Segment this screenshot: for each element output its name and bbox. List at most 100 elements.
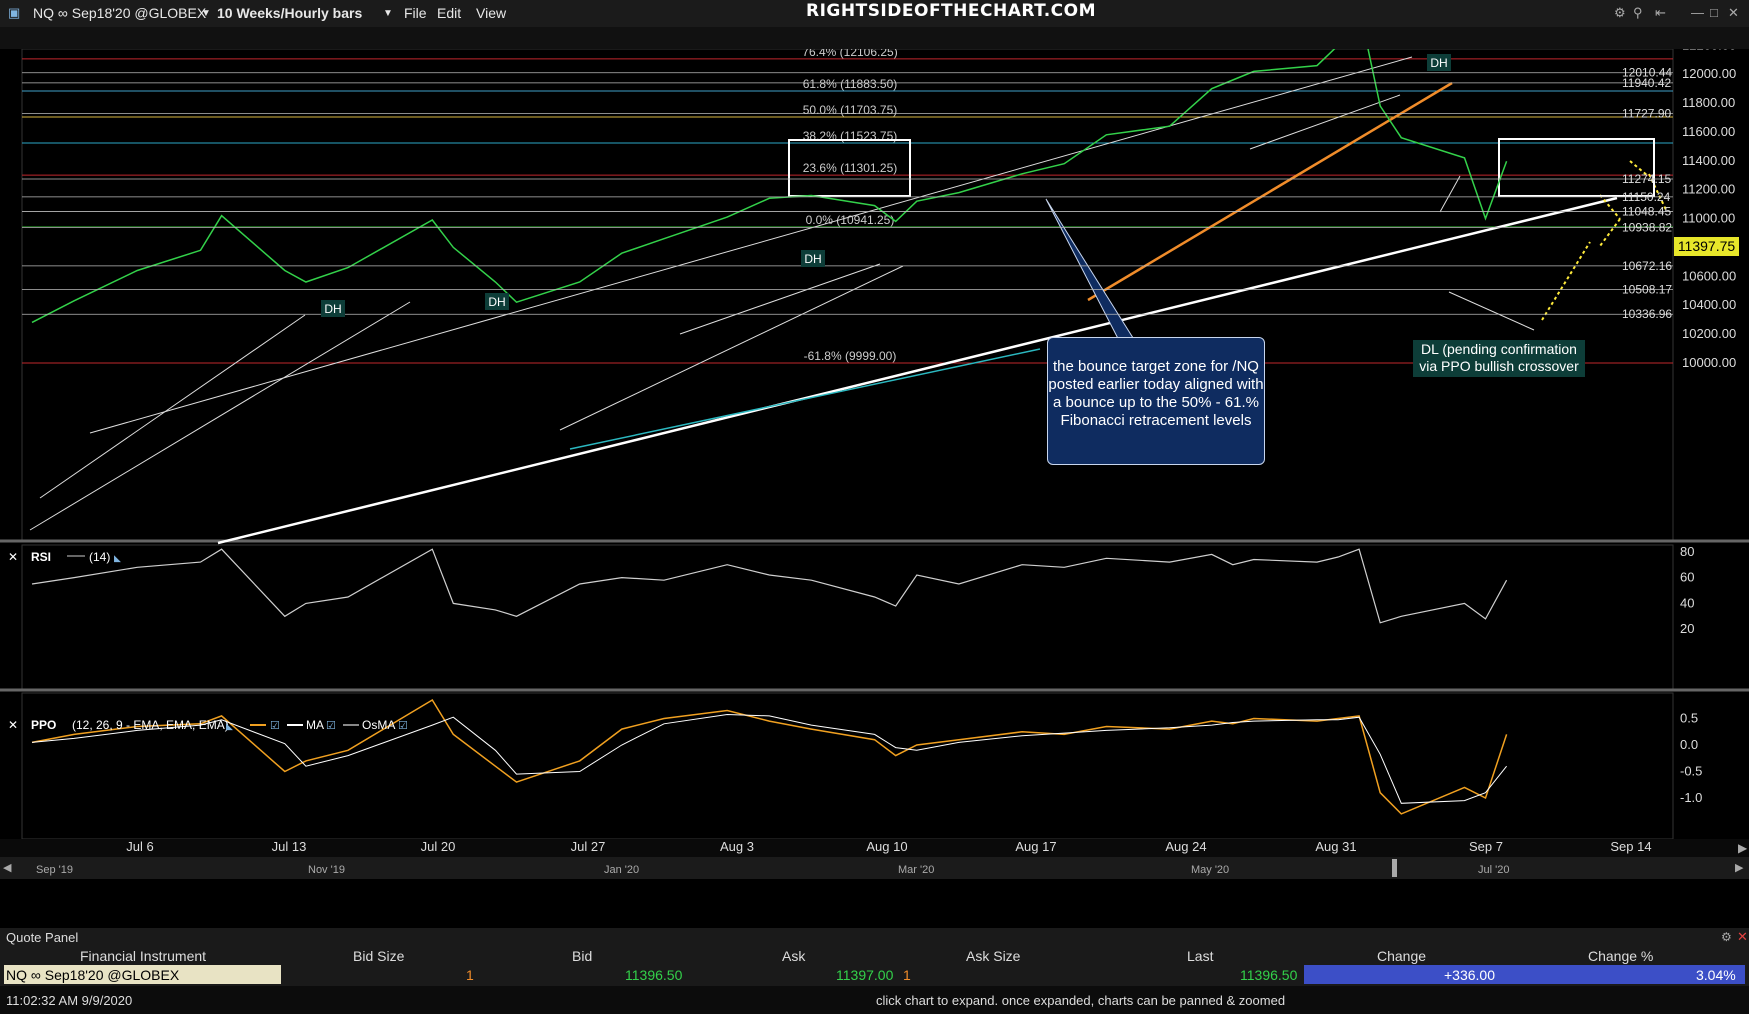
quote-bid: 11396.50 <box>625 967 683 983</box>
menu-view[interactable]: View <box>476 5 507 21</box>
drawing-toolbar: ✛ ↖ ➹ ▦ ◍ ◐ ● ⊞ ▤ ▥ ▼ ✎ ┇ ▂ ◉ ⊕ ⊟ ⊞ ↶ ↷ … <box>0 27 1749 70</box>
rsi-axis-tick: 40 <box>1680 595 1694 610</box>
overview-scrollbar[interactable] <box>0 857 1749 879</box>
col-change[interactable]: Change <box>1377 948 1427 964</box>
quote-settings-icon[interactable]: ⚙ <box>1721 930 1732 944</box>
price-axis-tick: 11800.00 <box>1682 95 1735 110</box>
overview-tick: May '20 <box>1191 864 1229 876</box>
rsi-axis-tick: 80 <box>1680 544 1694 559</box>
timeframe-label[interactable]: 10 Weeks/Hourly bars <box>217 5 363 21</box>
x-axis-tick: Aug 24 <box>1165 839 1206 854</box>
menu-edit[interactable]: Edit <box>437 5 462 21</box>
quote-instrument[interactable]: NQ ∞ Sep18'20 @GLOBEX <box>6 967 180 983</box>
price-axis-tick: 11200.00 <box>1682 182 1735 197</box>
ppo-ma-legend: MA <box>306 718 324 732</box>
price-axis-tick: 11600.00 <box>1682 124 1735 139</box>
overview-tick: Sep '19 <box>36 864 73 876</box>
overview-right-icon[interactable]: ▶ <box>1735 862 1744 874</box>
dh-label-text: DH <box>488 295 505 309</box>
support-level-label: 10938.82 <box>1622 220 1672 234</box>
rsi-axis-tick: 60 <box>1680 570 1694 585</box>
ppo-title[interactable]: PPO <box>31 718 56 732</box>
support-level-label: 10336.96 <box>1622 307 1672 321</box>
quote-ask: 11397.00 <box>836 967 894 983</box>
dh-label: DH <box>321 300 345 317</box>
x-axis-tick: Aug 10 <box>866 839 907 854</box>
support-level-label: 12010.44 <box>1622 66 1672 80</box>
support-level-label: 10672.16 <box>1622 259 1672 273</box>
x-axis-tick: Jul 20 <box>421 839 456 854</box>
fib-level-label: 0.0% (10941.25) <box>806 213 895 227</box>
bounce-target-callout: the bounce target zone for /NQ posted ea… <box>1047 337 1265 465</box>
x-axis-tick: Jul 6 <box>126 839 153 854</box>
ppo-close-icon[interactable]: ✕ <box>8 718 18 732</box>
col-bid[interactable]: Bid <box>572 948 593 964</box>
ppo-ma-series <box>31 713 1507 804</box>
quote-row-highlight <box>4 965 281 984</box>
price-axis-tick: 12200.00 <box>1682 49 1736 52</box>
settings-icon[interactable]: ⚙ <box>1614 5 1626 20</box>
maximize-icon[interactable]: □ <box>1710 5 1718 20</box>
rsi-settings-icon[interactable]: ◣ <box>114 553 121 563</box>
dh-label: DH <box>485 293 509 310</box>
price-axis-tick: 10600.00 <box>1682 268 1736 283</box>
x-axis-tick: Aug 17 <box>1015 839 1056 854</box>
scroll-right-icon[interactable]: ▶ <box>1738 841 1748 855</box>
menu-file[interactable]: File <box>404 5 427 21</box>
overview-left-icon[interactable]: ◀ <box>3 862 12 874</box>
price-axis-tick: 10000.00 <box>1682 355 1736 370</box>
overview-tick: Nov '19 <box>308 864 345 876</box>
osma-checkbox-icon[interactable]: ☑ <box>398 720 408 732</box>
pin-icon[interactable]: ⇤ <box>1655 5 1666 20</box>
col-ask-size[interactable]: Ask Size <box>966 948 1021 964</box>
quote-panel: Quote Panel Financial Instrument Bid Siz… <box>0 928 1749 986</box>
status-note: click chart to expand. once expanded, ch… <box>876 993 1286 1008</box>
symbol-dropdown-icon[interactable]: ▼ <box>201 8 211 19</box>
chart-canvas[interactable]: 100.0% (12466.00)76.4% (12106.25)61.8% (… <box>0 49 1749 928</box>
price-axis-tick: 12000.00 <box>1682 66 1736 81</box>
price-axis-tick: 10200.00 <box>1682 326 1736 341</box>
symbol-title[interactable]: NQ ∞ Sep18'20 @GLOBEX <box>33 5 207 21</box>
x-axis-tick: Sep 14 <box>1610 839 1651 854</box>
ppo-settings-icon[interactable]: ◣ <box>226 721 233 731</box>
col-instrument[interactable]: Financial Instrument <box>80 948 207 964</box>
ma-checkbox-icon[interactable]: ☑ <box>326 720 336 732</box>
support-level-label: 11940.42 <box>1622 76 1671 90</box>
col-change-pct[interactable]: Change % <box>1588 948 1654 964</box>
col-bid-size[interactable]: Bid Size <box>353 948 405 964</box>
ppo-series <box>31 698 1508 815</box>
overview-tick: Jan '20 <box>604 864 639 876</box>
ppo-axis-tick: -0.5 <box>1680 764 1702 779</box>
x-axis-tick: Sep 7 <box>1469 839 1503 854</box>
quote-close-icon[interactable]: ✕ <box>1737 929 1748 944</box>
close-icon[interactable]: ✕ <box>1728 5 1739 20</box>
col-ask[interactable]: Ask <box>782 948 806 964</box>
ppo-params: (12, 26, 9 - EMA, EMA, EMA) <box>72 718 229 732</box>
dh-label-text: DH <box>804 252 821 266</box>
rsi-title[interactable]: RSI <box>31 550 51 564</box>
scrollbar-thumb[interactable] <box>1392 859 1397 877</box>
ppo-axis-tick: 0.0 <box>1680 737 1698 752</box>
app-icon[interactable]: ▣ <box>8 5 21 20</box>
rsi-axis-tick: 20 <box>1680 621 1694 636</box>
rsi-close-icon[interactable]: ✕ <box>8 550 18 564</box>
fib-level-label: 61.8% (11883.50) <box>803 77 898 91</box>
dl-annotation: DL (pending confirmation via PPO bullish… <box>1413 340 1585 377</box>
x-axis-tick: Jul 13 <box>272 839 307 854</box>
rsi-params: (14) <box>89 550 110 564</box>
minimize-icon[interactable]: — <box>1691 5 1704 20</box>
col-last[interactable]: Last <box>1187 948 1214 964</box>
price-axis-tick: 10400.00 <box>1682 297 1736 312</box>
quote-panel-title[interactable]: Quote Panel <box>6 930 79 945</box>
quote-change-pct: 3.04% <box>1696 967 1736 983</box>
support-level-label: 11727.90 <box>1622 107 1671 121</box>
support-level-label: 11048.45 <box>1622 205 1671 219</box>
price-axis-tick: 11400.00 <box>1682 153 1735 168</box>
ppo-osma-legend: OsMA <box>362 718 395 732</box>
fib-level-label: 50.0% (11703.75) <box>803 103 898 117</box>
ppo-checkbox-icon[interactable]: ☑ <box>270 720 280 732</box>
link-icon[interactable]: ⚲ <box>1633 5 1643 20</box>
dh-label-text: DH <box>1430 56 1447 70</box>
title-bar: ▣ NQ ∞ Sep18'20 @GLOBEX ▼ 10 Weeks/Hourl… <box>0 0 1749 28</box>
timeframe-dropdown-icon[interactable]: ▼ <box>383 8 393 19</box>
